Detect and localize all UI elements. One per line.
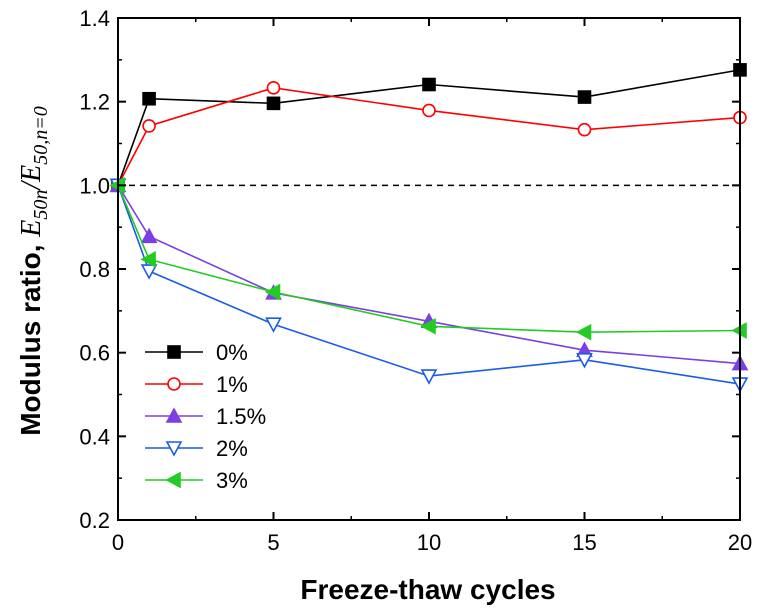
data-point bbox=[265, 317, 282, 333]
series-line bbox=[117, 185, 741, 333]
series-4 bbox=[109, 176, 747, 341]
y-tick-label: 0.8 bbox=[79, 257, 110, 282]
legend-marker bbox=[165, 441, 183, 457]
x-tick-label: 0 bbox=[112, 530, 124, 555]
legend-item: 2% bbox=[145, 436, 248, 461]
data-point bbox=[575, 323, 592, 341]
data-point bbox=[264, 283, 281, 301]
data-point bbox=[422, 103, 436, 118]
legend-marker bbox=[167, 345, 181, 359]
x-tick-label: 10 bbox=[417, 530, 441, 555]
y-tick-label: 0.2 bbox=[79, 508, 110, 533]
data-point bbox=[577, 90, 592, 104]
legend-label: 2% bbox=[216, 436, 248, 461]
y-axis-title-math-part: E bbox=[16, 220, 47, 238]
data-point bbox=[140, 251, 156, 268]
y-axis-title-math: E50n/E50,n=0 bbox=[16, 106, 52, 238]
data-point bbox=[266, 81, 281, 95]
data-point bbox=[422, 77, 436, 92]
y-axis-title: Modulus ratio, E50n/E50,n=0 bbox=[15, 106, 52, 436]
x-tick-label: 5 bbox=[267, 530, 279, 555]
series-layer bbox=[109, 63, 749, 393]
legend-label: 3% bbox=[216, 468, 248, 493]
y-axis-title-math-part: 50,n=0 bbox=[30, 106, 52, 165]
legend-item: 1.5% bbox=[145, 404, 266, 429]
data-point bbox=[420, 369, 438, 385]
y-axis-title-math-part: 50n bbox=[30, 190, 52, 220]
series-line bbox=[117, 185, 741, 385]
x-axis-title: Freeze-thaw cycles bbox=[300, 574, 555, 605]
x-tick-label: 20 bbox=[728, 530, 752, 555]
y-tick-label: 1.4 bbox=[79, 6, 110, 31]
data-point bbox=[577, 122, 592, 137]
series-3 bbox=[109, 178, 749, 393]
data-point bbox=[140, 264, 158, 280]
y-axis-title-math-part: /E bbox=[16, 165, 47, 192]
legend-label: 0% bbox=[216, 340, 248, 365]
y-tick-label: 1.0 bbox=[79, 173, 110, 198]
data-point bbox=[266, 96, 281, 111]
y-axis-title-prefix: Modulus ratio, bbox=[15, 237, 46, 436]
legend-item: 0% bbox=[145, 340, 248, 365]
y-tick-label: 1.2 bbox=[79, 90, 110, 115]
plot-frame bbox=[117, 17, 741, 521]
legend-label: 1.5% bbox=[216, 404, 266, 429]
legend-marker bbox=[167, 377, 181, 391]
x-tick-label: 15 bbox=[572, 530, 596, 555]
series-1 bbox=[111, 81, 747, 193]
data-point bbox=[420, 317, 436, 335]
legend-marker bbox=[165, 471, 181, 489]
legend-marker bbox=[165, 407, 183, 423]
series-line bbox=[117, 184, 741, 365]
legend-item: 3% bbox=[145, 468, 248, 493]
data-point bbox=[142, 91, 156, 106]
y-tick-label: 0.6 bbox=[79, 341, 110, 366]
data-point bbox=[142, 119, 156, 133]
legend-item: 1% bbox=[145, 372, 248, 397]
series-0 bbox=[111, 63, 747, 193]
series-line bbox=[117, 87, 741, 186]
series-line bbox=[117, 69, 741, 186]
data-point bbox=[576, 352, 593, 369]
ticks-layer: 0 5 10 15 20 0.2 0.4 0.6 0.8 1.0 1.2 1.4 bbox=[79, 6, 752, 555]
data-point bbox=[140, 227, 158, 244]
legend-label: 1% bbox=[216, 372, 248, 397]
y-tick-label: 0.4 bbox=[79, 424, 110, 449]
legend: 0% 1% 1.5% 2% 3% bbox=[145, 340, 266, 493]
